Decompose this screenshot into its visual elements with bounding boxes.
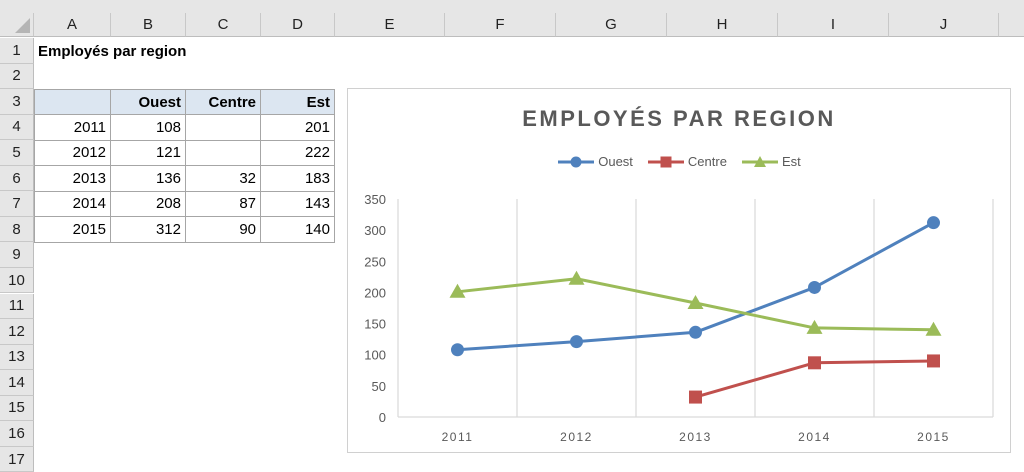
series-ouest-circle-marker-icon[interactable] [451, 343, 464, 357]
cell-a6[interactable]: 2013 [34, 165, 111, 192]
column-header-i[interactable]: I [778, 13, 889, 37]
cell-b8[interactable]: 312 [111, 216, 186, 243]
row-header-10[interactable]: 10 [0, 267, 34, 294]
cell-a8[interactable]: 2015 [34, 216, 111, 243]
y-tick-label: 350 [364, 192, 386, 207]
legend-item-centre[interactable]: Centre [647, 154, 727, 169]
x-tick-label: 2012 [560, 430, 593, 444]
cell-b6[interactable]: 136 [111, 165, 186, 192]
select-all-triangle-icon [15, 18, 30, 33]
x-tick-label: 2014 [798, 430, 831, 444]
column-header-c[interactable]: C [186, 13, 261, 37]
ribbon-edge [0, 0, 1024, 13]
series-est-triangle-marker-icon[interactable] [806, 319, 823, 334]
row-header-16[interactable]: 16 [0, 421, 34, 447]
row-header-4[interactable]: 4 [0, 114, 34, 141]
cell-c4[interactable] [186, 114, 261, 141]
row-header-3[interactable]: 3 [0, 89, 34, 115]
column-header-d[interactable]: D [261, 13, 335, 37]
cell-b3[interactable]: Ouest [111, 89, 186, 116]
series-est-triangle-marker-icon[interactable] [568, 270, 585, 285]
row-header-14[interactable]: 14 [0, 370, 34, 396]
cell-b4[interactable]: 108 [111, 114, 186, 141]
row-header-8[interactable]: 8 [0, 216, 34, 243]
cell-a5[interactable]: 2012 [34, 140, 111, 167]
series-est-triangle-marker-icon[interactable] [925, 321, 942, 336]
y-tick-label: 250 [364, 254, 386, 269]
row-header-5[interactable]: 5 [0, 140, 34, 166]
cell-d6[interactable]: 183 [261, 165, 335, 192]
plot-area[interactable]: 0 50 100 150 200 250 300 350 2011 2012 2013 2014 201… [348, 89, 1012, 454]
circle-legend-marker-icon [558, 156, 595, 167]
row-header-6[interactable]: 6 [0, 165, 34, 192]
cell-a7[interactable]: 2014 [34, 191, 111, 218]
legend-label: Ouest [598, 154, 633, 169]
row-header-17[interactable]: 17 [0, 446, 34, 472]
cell-b7[interactable]: 208 [111, 191, 186, 218]
x-tick-label: 2013 [679, 430, 712, 444]
series-ouest-circle-marker-icon[interactable] [808, 280, 821, 294]
column-header-b[interactable]: B [111, 13, 186, 37]
series-centre-square-marker-icon[interactable] [927, 354, 940, 368]
line-chart[interactable]: EMPLOYÉS PAR REGION Ouest Centre Est 0 50 10… [347, 88, 1011, 453]
series-ouest-circle-marker-icon[interactable] [927, 216, 940, 230]
row-header-15[interactable]: 15 [0, 395, 34, 422]
legend-label: Centre [687, 154, 727, 169]
y-tick-label: 300 [364, 223, 386, 238]
cell-b5[interactable]: 121 [111, 140, 186, 167]
series-centre-square-marker-icon[interactable] [808, 356, 821, 370]
column-header-a[interactable]: A [34, 13, 111, 37]
cell-d8[interactable]: 140 [261, 216, 335, 243]
legend-item-est[interactable]: Est [741, 154, 801, 169]
column-header-g[interactable]: G [556, 13, 667, 37]
cell-c8[interactable]: 90 [186, 216, 261, 243]
cell-a1-title[interactable]: Employés par region [38, 42, 187, 60]
column-header-j[interactable]: J [889, 13, 999, 37]
y-tick-label: 50 [372, 379, 386, 394]
select-all-button[interactable] [0, 13, 34, 37]
row-header-9[interactable]: 9 [0, 242, 34, 268]
legend-item-ouest[interactable]: Ouest [557, 154, 633, 169]
y-tick-label: 0 [379, 410, 386, 425]
cell-a4[interactable]: 2011 [34, 114, 111, 141]
column-header-h[interactable]: H [667, 13, 778, 37]
row-header-1[interactable]: 1 [0, 38, 34, 64]
cell-d5[interactable]: 222 [261, 140, 335, 167]
x-tick-label: 2015 [917, 430, 950, 444]
chart-legend[interactable]: Ouest Centre Est [348, 154, 1010, 169]
cell-c7[interactable]: 87 [186, 191, 261, 218]
column-header-e[interactable]: E [335, 13, 445, 37]
triangle-legend-marker-icon [741, 155, 778, 167]
column-header-f[interactable]: F [445, 13, 556, 37]
row-header-13[interactable]: 13 [0, 344, 34, 371]
series-est-triangle-marker-icon[interactable] [687, 295, 704, 310]
cell-d4[interactable]: 201 [261, 114, 335, 141]
cell-c6[interactable]: 32 [186, 165, 261, 192]
y-tick-label: 150 [364, 317, 386, 332]
row-header-2[interactable]: 2 [0, 63, 34, 90]
series-centre-square-marker-icon[interactable] [689, 390, 702, 404]
legend-label: Est [781, 154, 801, 169]
series-ouest-circle-marker-icon[interactable] [689, 325, 702, 339]
cell-a3[interactable] [34, 89, 111, 116]
chart-title[interactable]: EMPLOYÉS PAR REGION [522, 106, 836, 131]
cell-c3[interactable]: Centre [186, 89, 261, 116]
row-header-7[interactable]: 7 [0, 191, 34, 217]
row-header-12[interactable]: 12 [0, 319, 34, 345]
column-header-filler [999, 13, 1024, 37]
series-est-triangle-marker-icon[interactable] [449, 283, 466, 298]
x-tick-label: 2011 [442, 430, 474, 444]
series-ouest-circle-marker-icon[interactable] [570, 335, 583, 349]
y-tick-label: 100 [364, 348, 386, 363]
cell-c5[interactable] [186, 140, 261, 167]
row-header-11[interactable]: 11 [0, 293, 34, 320]
square-legend-marker-icon [647, 156, 684, 167]
cell-d7[interactable]: 143 [261, 191, 335, 218]
cell-d3[interactable]: Est [261, 89, 335, 116]
y-tick-label: 200 [364, 285, 386, 300]
